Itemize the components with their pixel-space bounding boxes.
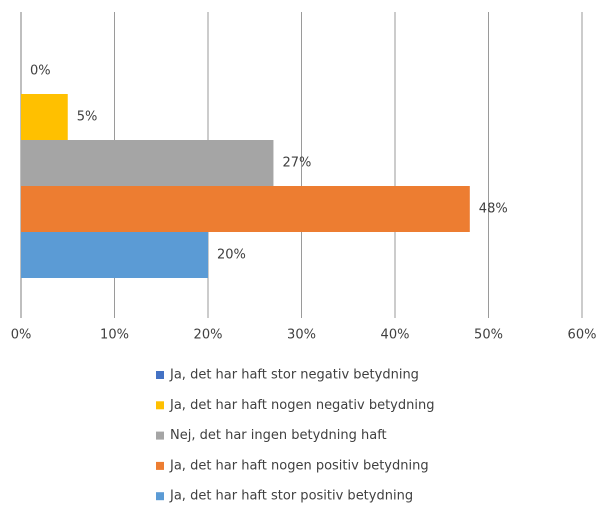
bar [21,232,208,278]
data-label: 27% [282,156,311,171]
legend-label: Nej, det har ingen betydning haft [170,428,387,443]
data-label: 48% [479,202,508,217]
x-tick-label: 10% [100,328,129,343]
legend-marker [156,401,164,410]
legend-label: Ja, det har haft stor positiv betydning [169,489,413,504]
bar [21,140,274,186]
x-tick-label: 50% [474,328,503,343]
bar [21,186,470,232]
legend-marker [156,492,164,501]
x-tick-label: 40% [381,328,410,343]
legend-label: Ja, det har haft nogen negativ betydning [169,398,434,413]
legend-label: Ja, det har haft stor negativ betydning [169,368,419,383]
legend-marker [156,461,164,470]
x-tick-label: 30% [287,328,316,343]
bar [21,94,68,140]
data-label: 0% [30,64,51,79]
data-label: 20% [217,248,246,263]
x-tick-label: 20% [194,328,223,343]
legend-marker [156,431,164,440]
legend-label: Ja, det har haft nogen positiv betydning [169,458,429,473]
x-tick-label: 0% [11,328,32,343]
x-tick-label: 60% [568,328,597,343]
legend-marker [156,371,164,379]
data-label: 5% [77,110,98,125]
